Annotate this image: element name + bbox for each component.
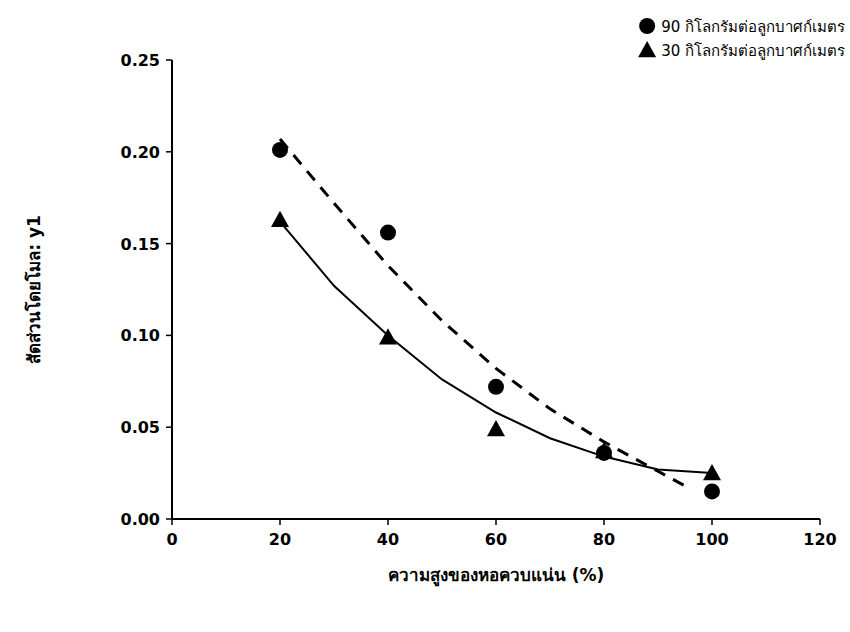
x-tick <box>279 519 281 525</box>
legend-label: 90 กิโลกรัมต่อลูกบาศก์เมตร <box>661 18 845 36</box>
y-tick-label: 0.05 <box>121 418 160 437</box>
y-tick <box>166 243 172 245</box>
x-tick-label: 40 <box>377 530 399 549</box>
x-tick <box>495 519 497 525</box>
y-tick-label: 0.10 <box>121 326 160 345</box>
data-point <box>488 379 504 395</box>
y-tick-label: 0.25 <box>121 51 160 70</box>
x-tick-label: 20 <box>269 530 291 549</box>
data-point <box>380 225 396 241</box>
y-axis <box>171 60 173 519</box>
data-point <box>379 328 397 344</box>
x-tick <box>387 519 389 525</box>
legend-marker <box>639 18 655 34</box>
data-point <box>487 420 505 436</box>
x-tick-label: 100 <box>695 530 728 549</box>
y-tick <box>166 335 172 337</box>
y-tick-label: 0.15 <box>121 235 160 254</box>
legend-label: 30 กิโลกรัมต่อลูกบาศก์เมตร <box>661 42 845 60</box>
y-tick <box>166 426 172 428</box>
data-point <box>704 483 720 499</box>
x-tick-label: 0 <box>166 530 177 549</box>
x-axis-title: ความสูงของหอควบแน่น (%) <box>388 565 605 587</box>
y-tick-label: 0.00 <box>121 510 160 529</box>
legend-marker <box>638 41 656 57</box>
trend-line <box>280 139 685 486</box>
legend: 90 กิโลกรัมต่อลูกบาศก์เมตร 30 กิโลกรัมต่อ… <box>638 18 845 60</box>
data-point <box>271 211 289 227</box>
x-tick-label: 120 <box>803 530 836 549</box>
data-point <box>703 464 721 480</box>
x-tick <box>711 519 713 525</box>
x-tick-label: 60 <box>485 530 507 549</box>
y-tick <box>166 151 172 153</box>
x-tick-label: 80 <box>593 530 615 549</box>
data-point <box>595 442 613 458</box>
y-tick <box>166 518 172 520</box>
plot-marks <box>271 139 721 500</box>
y-tick <box>166 59 172 61</box>
x-tick <box>171 519 173 525</box>
trend-line <box>280 222 712 474</box>
x-tick <box>819 519 821 525</box>
y-axis-title: สัดส่วนโดยโมล: y1 <box>24 215 44 364</box>
data-point <box>272 142 288 158</box>
y-tick-label: 0.20 <box>121 143 160 162</box>
x-tick <box>603 519 605 525</box>
